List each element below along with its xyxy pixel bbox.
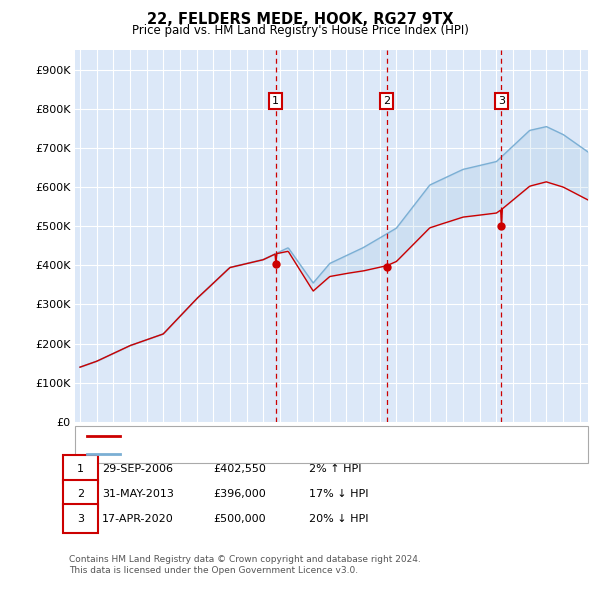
Text: 2: 2 — [77, 489, 84, 499]
Text: 3: 3 — [77, 514, 84, 523]
Text: 17% ↓ HPI: 17% ↓ HPI — [309, 489, 368, 499]
Text: 20% ↓ HPI: 20% ↓ HPI — [309, 514, 368, 523]
Text: Price paid vs. HM Land Registry's House Price Index (HPI): Price paid vs. HM Land Registry's House … — [131, 24, 469, 37]
Text: 1: 1 — [77, 464, 84, 474]
Text: 1: 1 — [272, 96, 279, 106]
Text: £396,000: £396,000 — [213, 489, 266, 499]
Text: £402,550: £402,550 — [213, 464, 266, 474]
Text: 2% ↑ HPI: 2% ↑ HPI — [309, 464, 361, 474]
Text: 31-MAY-2013: 31-MAY-2013 — [102, 489, 174, 499]
Text: 17-APR-2020: 17-APR-2020 — [102, 514, 174, 523]
Text: 2: 2 — [383, 96, 391, 106]
Text: 29-SEP-2006: 29-SEP-2006 — [102, 464, 173, 474]
Text: Contains HM Land Registry data © Crown copyright and database right 2024.
This d: Contains HM Land Registry data © Crown c… — [69, 555, 421, 575]
Text: 22, FELDERS MEDE, HOOK, RG27 9TX (detached house): 22, FELDERS MEDE, HOOK, RG27 9TX (detach… — [126, 431, 416, 441]
Text: 22, FELDERS MEDE, HOOK, RG27 9TX: 22, FELDERS MEDE, HOOK, RG27 9TX — [147, 12, 453, 27]
Text: HPI: Average price, detached house, Hart: HPI: Average price, detached house, Hart — [126, 449, 341, 459]
Text: 3: 3 — [498, 96, 505, 106]
Text: £500,000: £500,000 — [213, 514, 266, 523]
